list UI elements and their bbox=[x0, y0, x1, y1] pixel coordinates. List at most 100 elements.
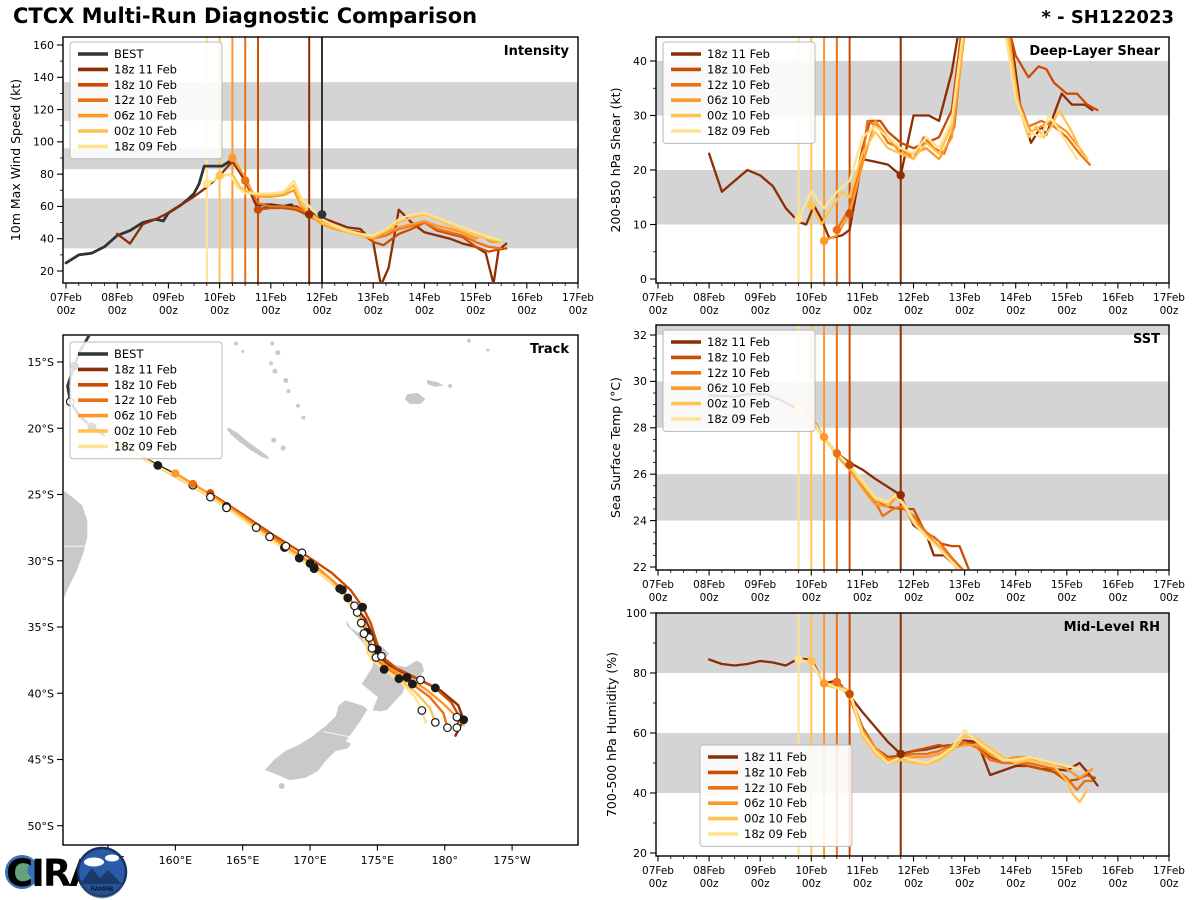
track-fix-filled bbox=[337, 585, 347, 595]
svg-text:00z: 00z bbox=[955, 592, 974, 604]
legend-label: 18z 09 Feb bbox=[114, 139, 177, 153]
intensity-series-18z-10-feb bbox=[256, 206, 508, 253]
storm-id-label: * - SH122023 bbox=[1041, 7, 1174, 28]
svg-text:12Feb: 12Feb bbox=[898, 292, 930, 304]
intensity-best-end-dot bbox=[317, 210, 327, 219]
svg-text:11Feb: 11Feb bbox=[846, 579, 878, 591]
svg-text:10Feb: 10Feb bbox=[795, 865, 827, 877]
rh-init-dot-00z-10-feb bbox=[807, 656, 816, 666]
svg-text:00z: 00z bbox=[364, 305, 383, 317]
legend-label: BEST bbox=[114, 347, 144, 361]
svg-text:16Feb: 16Feb bbox=[511, 292, 543, 304]
track-fix-filled bbox=[309, 564, 319, 574]
svg-text:16Feb: 16Feb bbox=[1102, 865, 1134, 877]
legend-label: 18z 10 Feb bbox=[707, 350, 770, 364]
legend-item-00z-10-feb: 00z 10 Feb bbox=[708, 812, 807, 826]
track-fix-open bbox=[356, 618, 366, 628]
legend-label: 18z 10 Feb bbox=[744, 765, 807, 779]
legend-item-18z-11-feb: 18z 11 Feb bbox=[78, 362, 177, 376]
legend-item-12z-10-feb: 12z 10 Feb bbox=[78, 393, 177, 407]
rh-series-group bbox=[707, 655, 1099, 804]
svg-text:28: 28 bbox=[633, 422, 647, 435]
shear-axes: 07Feb00z08Feb00z09Feb00z10Feb00z11Feb00z… bbox=[633, 55, 1185, 317]
legend-label: 18z 11 Feb bbox=[114, 362, 177, 376]
track-fix-open bbox=[443, 723, 452, 733]
svg-text:80: 80 bbox=[633, 667, 647, 680]
track-fix-filled bbox=[343, 593, 353, 603]
svg-text:00z: 00z bbox=[1160, 592, 1179, 604]
legend-label: 12z 10 Feb bbox=[744, 781, 807, 795]
svg-text:00z: 00z bbox=[853, 592, 872, 604]
svg-text:13Feb: 13Feb bbox=[949, 865, 981, 877]
svg-text:10: 10 bbox=[633, 218, 647, 231]
rammb-badge-text: RAMMB bbox=[91, 886, 114, 893]
rh-panel: 07Feb00z08Feb00z09Feb00z10Feb00z11Feb00z… bbox=[604, 607, 1185, 890]
legend-label: 18z 09 Feb bbox=[707, 124, 770, 138]
svg-text:07Feb: 07Feb bbox=[50, 292, 82, 304]
intensity-panel: 07Feb00z08Feb00z09Feb00z10Feb00z11Feb00z… bbox=[8, 36, 594, 317]
svg-text:45°S: 45°S bbox=[28, 754, 54, 767]
legend-label: 12z 10 Feb bbox=[114, 93, 177, 107]
svg-text:09Feb: 09Feb bbox=[152, 292, 184, 304]
rh-init-dot-18z-10-feb bbox=[845, 689, 854, 699]
svg-text:00z: 00z bbox=[1108, 592, 1127, 604]
svg-text:00z: 00z bbox=[904, 592, 923, 604]
svg-text:17Feb: 17Feb bbox=[1153, 865, 1185, 877]
shear-series-12z-10-feb bbox=[835, 38, 1091, 232]
svg-text:00z: 00z bbox=[751, 592, 770, 604]
islet bbox=[486, 348, 490, 352]
svg-text:00z: 00z bbox=[159, 305, 178, 317]
rh-y-axis-label: 700-500 hPa Humidity (%) bbox=[604, 652, 619, 817]
legend-item-00z-10-feb: 00z 10 Feb bbox=[671, 109, 770, 123]
shear-series-group bbox=[707, 38, 1099, 246]
legend-label: 00z 10 Feb bbox=[707, 109, 770, 123]
intensity-corner-title: Intensity bbox=[504, 44, 570, 59]
intensity-init-dot-18z-09-feb bbox=[202, 179, 211, 189]
svg-text:00z: 00z bbox=[517, 305, 536, 317]
svg-text:14Feb: 14Feb bbox=[1000, 292, 1032, 304]
svg-text:40: 40 bbox=[633, 787, 647, 800]
legend-item-12z-10-feb: 12z 10 Feb bbox=[671, 366, 770, 380]
svg-text:10Feb: 10Feb bbox=[204, 292, 236, 304]
svg-text:24: 24 bbox=[633, 514, 647, 527]
legend-item-06z-10-feb: 06z 10 Feb bbox=[78, 409, 177, 423]
svg-text:17Feb: 17Feb bbox=[1153, 292, 1185, 304]
landmass bbox=[403, 392, 427, 405]
legend-label: 12z 10 Feb bbox=[114, 393, 177, 407]
islet bbox=[286, 389, 291, 394]
legend-item-00z-10-feb: 00z 10 Feb bbox=[671, 397, 770, 411]
track-init-dot-06z-10-feb bbox=[171, 469, 180, 478]
islet bbox=[233, 341, 238, 346]
shear-init-dot-06z-10-feb bbox=[819, 236, 829, 246]
svg-text:00z: 00z bbox=[1160, 305, 1179, 317]
legend-item-18z-10-feb: 18z 10 Feb bbox=[78, 78, 177, 92]
rh-corner-title: Mid-Level RH bbox=[1064, 620, 1160, 635]
svg-text:13Feb: 13Feb bbox=[949, 292, 981, 304]
legend-label: 12z 10 Feb bbox=[707, 78, 770, 92]
svg-text:00z: 00z bbox=[57, 305, 76, 317]
svg-text:120: 120 bbox=[33, 103, 54, 116]
track-fix-open bbox=[430, 718, 440, 727]
svg-text:13Feb: 13Feb bbox=[949, 579, 981, 591]
shear-init-dot-18z-11-feb bbox=[896, 171, 905, 180]
svg-text:00z: 00z bbox=[1160, 878, 1179, 890]
svg-text:00z: 00z bbox=[700, 305, 719, 317]
intensity-init-dot-12z-10-feb bbox=[241, 176, 250, 185]
track-fix-open bbox=[359, 629, 369, 639]
legend-item-18z-10-feb: 18z 10 Feb bbox=[671, 350, 770, 364]
sst-series-18z-09-feb bbox=[797, 408, 961, 569]
track-fix-open bbox=[350, 601, 359, 611]
svg-text:17Feb: 17Feb bbox=[1153, 579, 1185, 591]
legend-label: 00z 10 Feb bbox=[744, 812, 807, 826]
svg-text:00z: 00z bbox=[210, 305, 229, 317]
legend-label: BEST bbox=[114, 47, 144, 61]
islet bbox=[301, 415, 306, 420]
svg-text:00z: 00z bbox=[1057, 305, 1076, 317]
islet bbox=[270, 341, 275, 346]
sst-init-dot-06z-10-feb bbox=[819, 432, 829, 442]
